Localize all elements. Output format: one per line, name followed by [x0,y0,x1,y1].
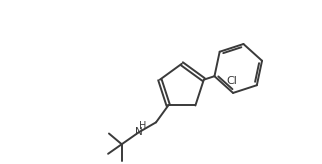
Text: N: N [135,127,143,137]
Text: Cl: Cl [226,76,237,86]
Text: H: H [139,121,146,131]
